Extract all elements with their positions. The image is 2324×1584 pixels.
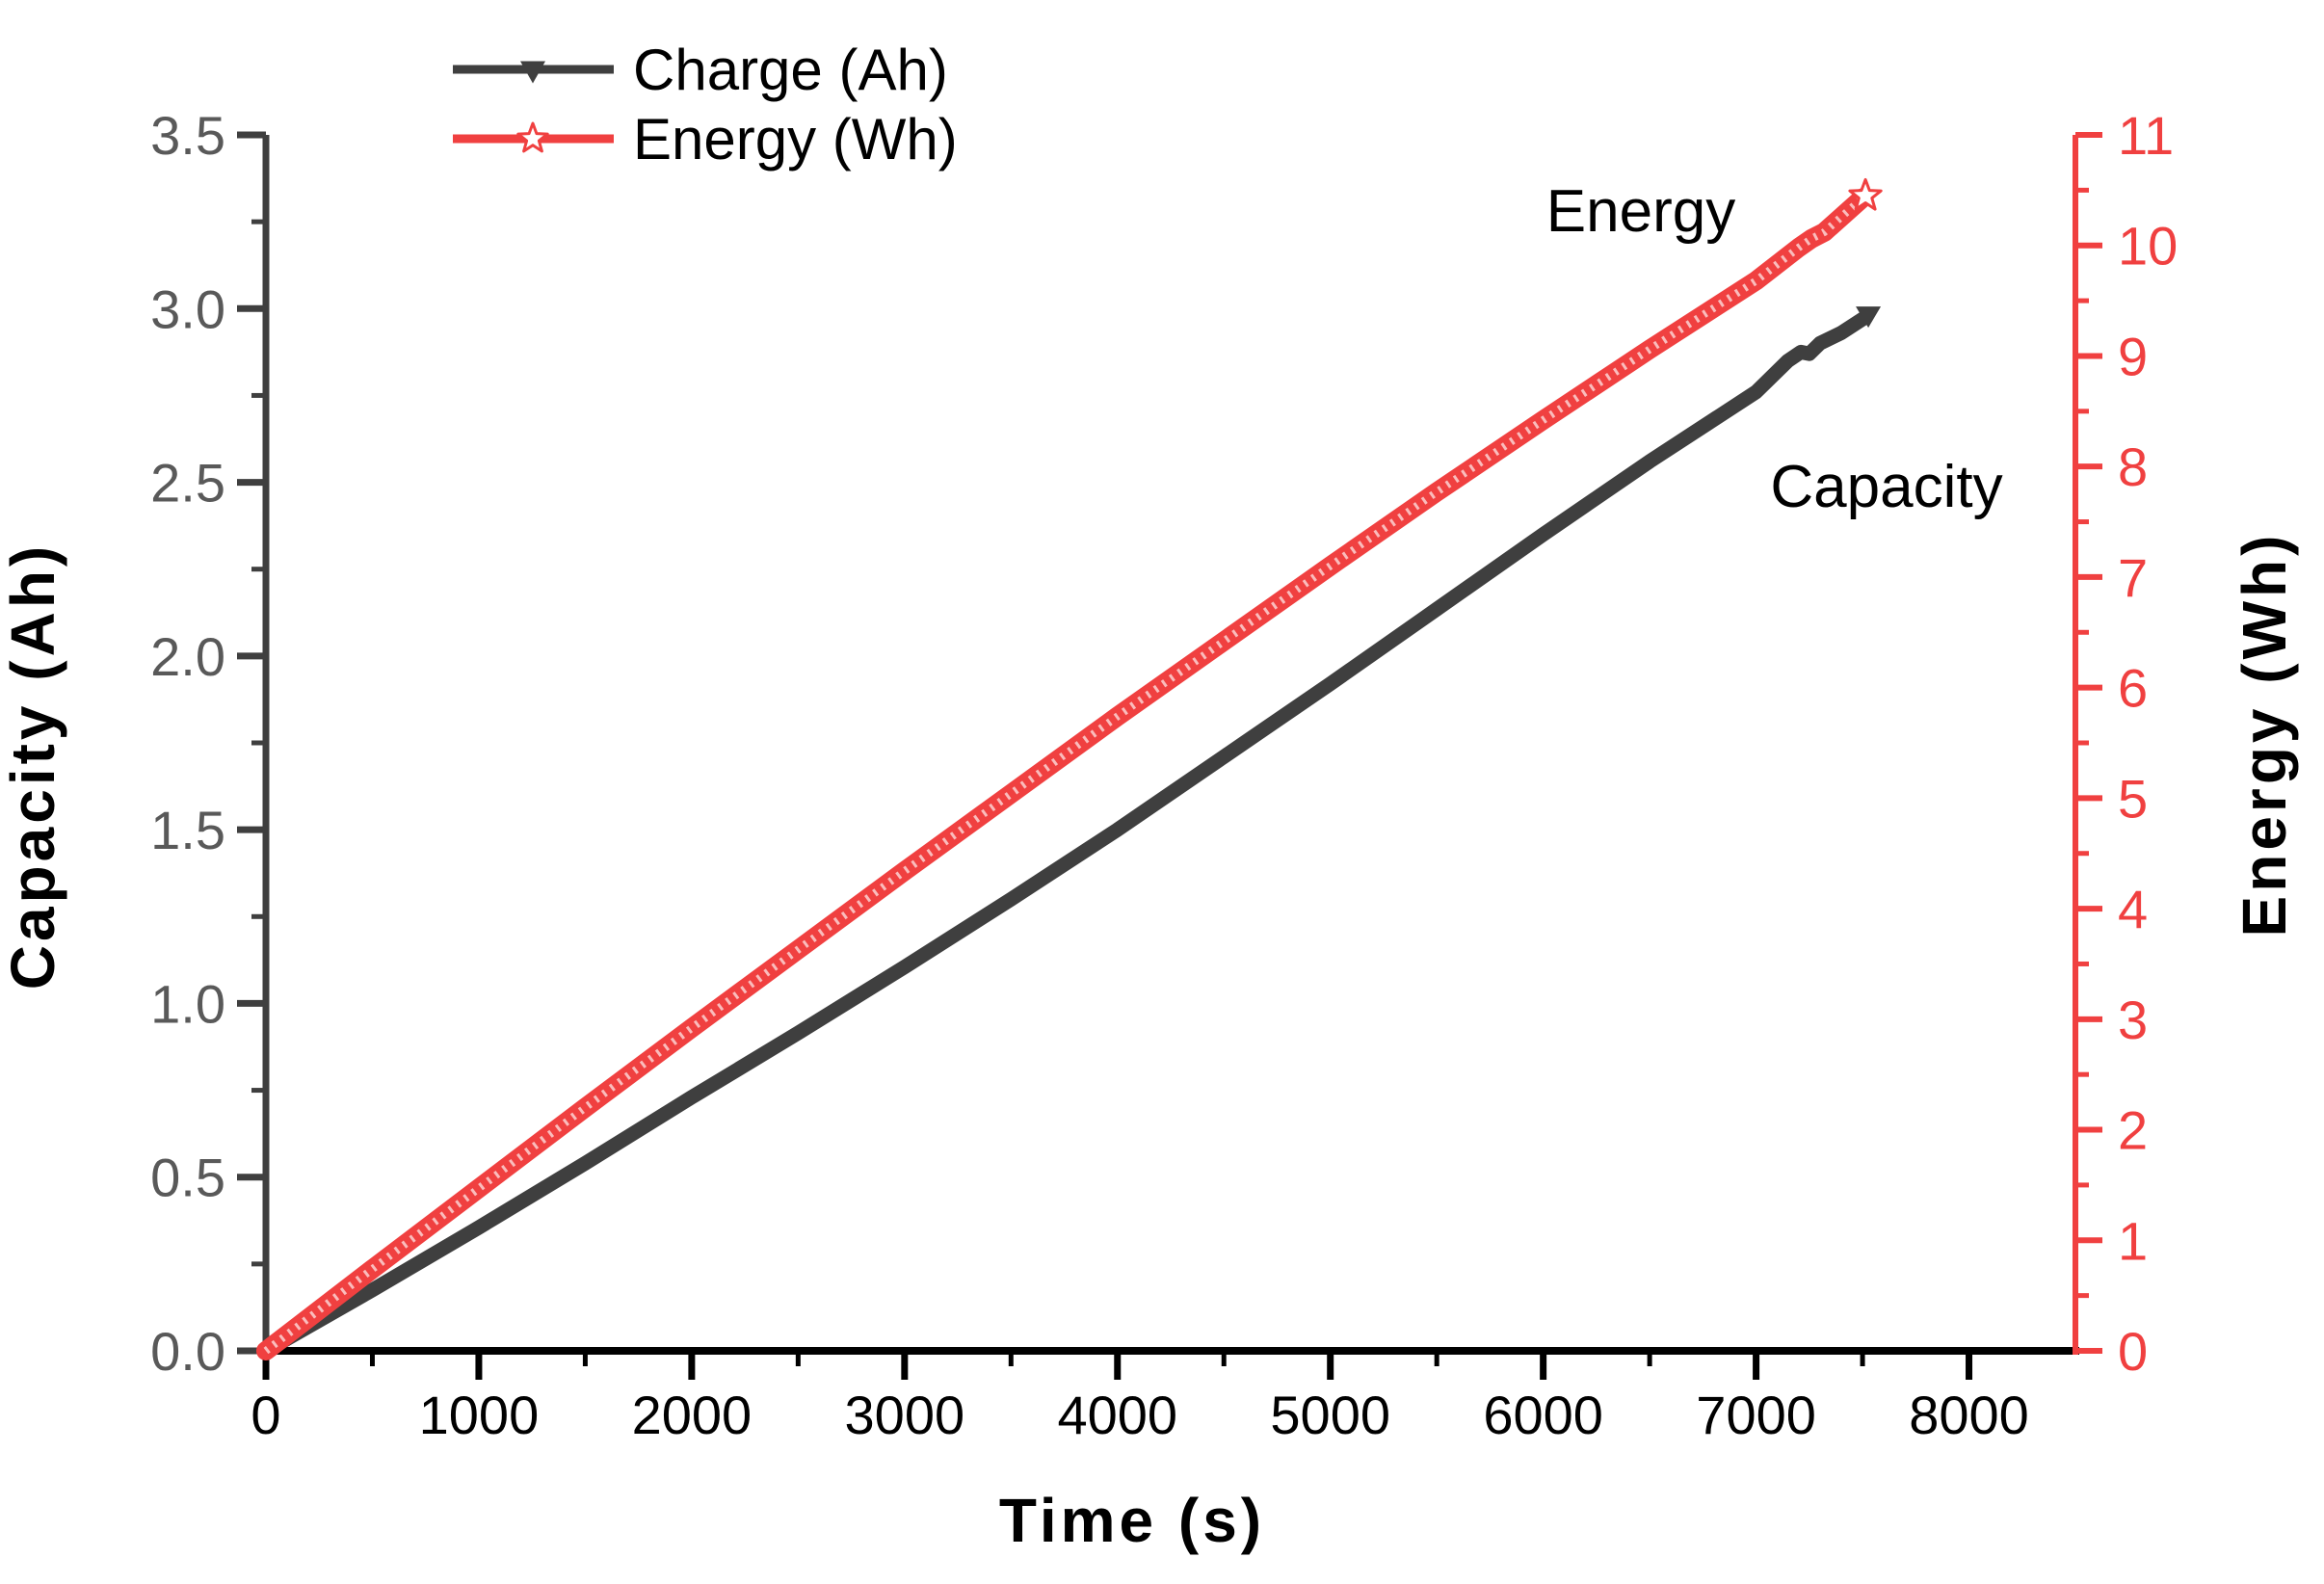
y-left-tick-label: 2.5 [150, 453, 225, 514]
y-right-tick-label: 1 [2118, 1210, 2148, 1271]
y-left-tick-label: 3.0 [150, 278, 225, 339]
x-tick-label: 6000 [1483, 1385, 1603, 1445]
y-right-tick-label: 4 [2118, 879, 2148, 939]
y-left-tick-label: 2.0 [150, 626, 225, 687]
axes: 0 1000 2000 3000 4000 5000 6000 7000 8000 0.0 0.5 1… [150, 105, 2178, 1445]
legend-star-marker [516, 121, 549, 153]
capacity-end-triangle-marker [1856, 306, 1882, 329]
energy-series-line [256, 188, 1873, 1360]
capacity-series-line [258, 311, 1870, 1359]
y-right-tick-label: 2 [2118, 1100, 2148, 1161]
x-tick-label: 5000 [1270, 1385, 1390, 1445]
y-right-tick-label: 9 [2118, 326, 2148, 386]
y-right-axis-title: Energy (Wh) [2230, 532, 2299, 937]
x-tick-label: 1000 [419, 1385, 540, 1445]
y-right-tick-label: 8 [2118, 436, 2148, 497]
y-right-tick-label: 0 [2118, 1321, 2148, 1382]
annotation-capacity: Capacity [1770, 454, 2002, 520]
y-right-tick-label: 5 [2118, 768, 2148, 829]
x-tick-label: 3000 [845, 1385, 965, 1445]
x-axis-title: Time (s) [999, 1486, 1265, 1555]
y-left-tick-label: 0.0 [150, 1321, 225, 1382]
y-right-tick-label: 10 [2118, 216, 2178, 277]
y-right-tick-label: 7 [2118, 547, 2148, 608]
y-left-tick-label: 0.5 [150, 1148, 225, 1208]
energy-series-marker-texture [263, 195, 1865, 1355]
legend [453, 61, 614, 153]
y-right-tick-label: 11 [2118, 105, 2174, 166]
series-lines [256, 177, 1883, 1360]
y-left-tick-label: 1.0 [150, 973, 225, 1034]
x-tick-label: 2000 [632, 1385, 753, 1445]
energy-end-star-marker [1848, 177, 1883, 211]
x-tick-label: 4000 [1057, 1385, 1177, 1445]
legend-triangle-down-marker [520, 61, 545, 84]
y-left-tick-label: 3.5 [150, 105, 225, 166]
y-left-axis-title: Capacity (Ah) [0, 542, 67, 990]
y-right-tick-label: 3 [2118, 990, 2148, 1050]
y-left-tick-label: 1.5 [150, 800, 225, 860]
x-tick-label: 0 [251, 1385, 280, 1445]
legend-label-charge: Charge (Ah) [633, 38, 948, 102]
x-tick-label: 8000 [1909, 1385, 2029, 1445]
legend-label-energy: Energy (Wh) [633, 107, 958, 172]
annotation-energy: Energy [1546, 178, 1735, 245]
y-right-tick-label: 6 [2118, 658, 2148, 719]
x-tick-label: 7000 [1696, 1385, 1816, 1445]
